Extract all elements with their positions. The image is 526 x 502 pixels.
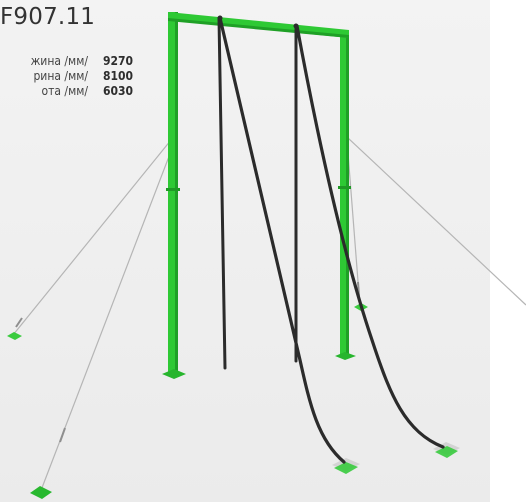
right-post-shade <box>346 30 349 355</box>
anchor-rope-2-base <box>435 446 458 458</box>
turnbuckle-left-front <box>59 427 66 443</box>
guy-wire-right-front <box>346 136 526 306</box>
right-post <box>340 30 349 355</box>
steel-frame <box>162 12 356 379</box>
spec-length-label: жина /мм/ <box>30 54 88 68</box>
guy-wires <box>12 136 526 494</box>
spec-width-value: 8100 <box>102 69 133 83</box>
left-post-foot <box>162 369 186 379</box>
ropes <box>217 15 445 464</box>
left-post-shade <box>175 12 178 372</box>
rope-straight-left <box>217 16 227 370</box>
turnbuckle-left-back <box>15 317 23 328</box>
rope-curved-right <box>295 24 445 449</box>
rope-hook-1 <box>217 15 223 21</box>
anchor-left-back <box>7 332 22 340</box>
anchor-left-front <box>30 486 52 499</box>
right-post-foot <box>335 352 356 360</box>
guy-wire-right-back <box>346 139 361 308</box>
turnbuckles <box>15 281 360 443</box>
guy-wire-left-back <box>12 139 172 336</box>
product-code: F907.11 <box>0 4 96 30</box>
spec-height-value: 6030 <box>102 84 133 98</box>
top-beam-shade <box>168 18 349 38</box>
left-bracket <box>166 188 180 191</box>
spec-width-label: рина /мм/ <box>33 69 88 83</box>
rope-hook-2 <box>293 23 299 29</box>
rope-curved-left <box>218 16 346 464</box>
anchor-rope-1-base <box>334 462 358 474</box>
spec-length-value: 9270 <box>102 54 133 68</box>
right-bracket <box>338 186 351 189</box>
spec-height-label: ота /мм/ <box>41 84 89 98</box>
left-post <box>168 12 178 372</box>
